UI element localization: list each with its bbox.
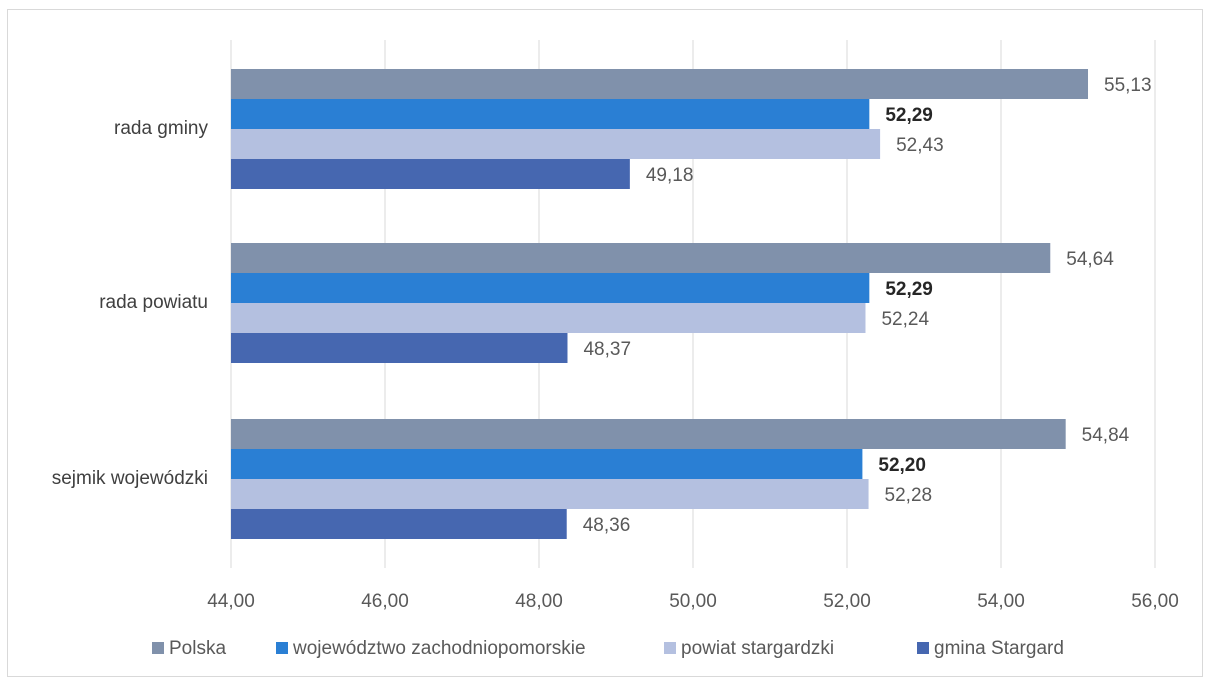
data-label: 52,20 [878,455,926,476]
bar [231,159,630,189]
data-label: 48,36 [583,515,631,536]
x-tick-label: 48,00 [515,591,563,612]
bar [231,243,1051,273]
category-label: rada powiatu [99,292,208,313]
legend-swatch [917,642,929,654]
x-tick-label: 46,00 [361,591,409,612]
x-tick-label: 54,00 [977,591,1025,612]
x-tick-label: 44,00 [207,591,255,612]
bar [231,479,869,509]
bar [231,419,1066,449]
data-label: 49,18 [646,165,694,186]
bar [231,509,567,539]
data-label: 48,37 [583,339,631,360]
legend-swatch [276,642,288,654]
legend-label: Polska [169,638,226,659]
data-label: 54,84 [1082,425,1130,446]
bar [231,69,1089,99]
x-tick-label: 56,00 [1131,591,1179,612]
x-tick-label: 50,00 [669,591,717,612]
bar [231,129,881,159]
data-label: 52,43 [896,135,944,156]
data-label: 54,64 [1066,249,1114,270]
data-label: 55,13 [1104,75,1152,96]
category-label: sejmik wojewódzki [52,468,208,489]
bar [231,333,568,363]
data-label: 52,29 [885,105,933,126]
data-label: 52,28 [885,485,933,506]
x-tick-label: 52,00 [823,591,871,612]
legend-swatch [152,642,164,654]
bar [231,449,863,479]
legend-swatch [664,642,676,654]
data-label: 52,24 [881,309,929,330]
bar [231,99,870,129]
bar [231,303,866,333]
legend-label: województwo zachodniopomorskie [292,638,586,659]
legend-label: powiat stargardzki [681,638,834,659]
data-label: 52,29 [885,279,933,300]
category-label: rada gminy [114,118,208,139]
bar [231,273,870,303]
legend-label: gmina Stargard [934,638,1064,659]
chart-frame [7,9,1203,677]
